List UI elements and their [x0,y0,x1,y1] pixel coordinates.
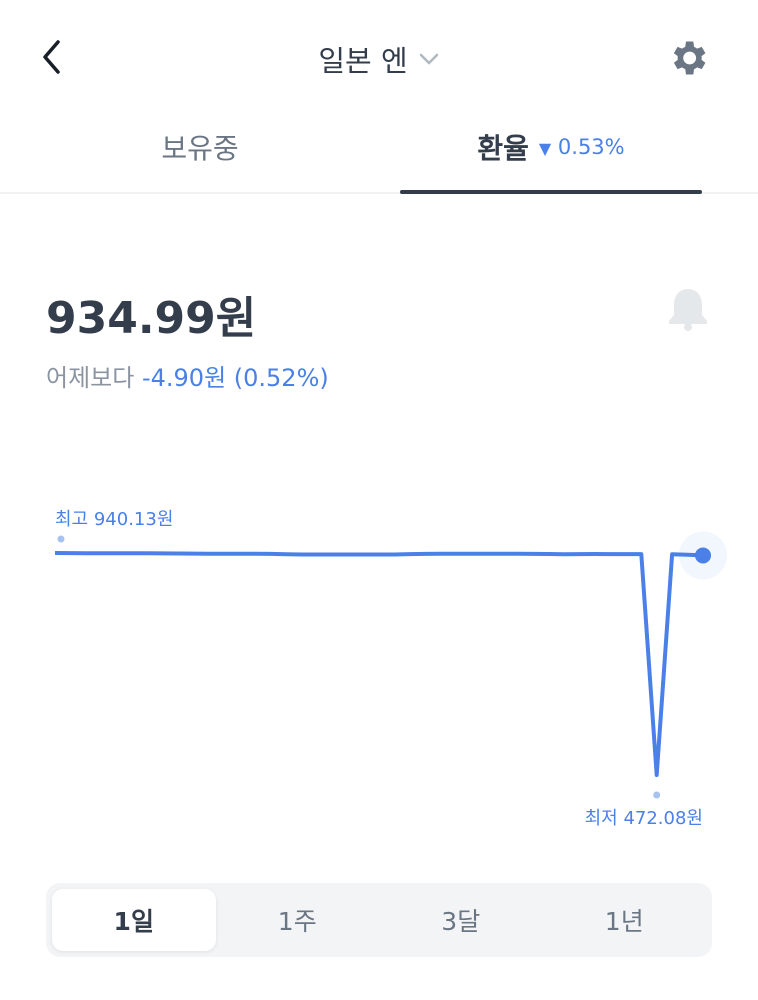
high-marker [57,535,65,543]
down-arrow-icon: ▼ [538,139,552,158]
tab-indicator [400,190,702,194]
compare-label: 어제보다 [46,364,135,392]
period-3m[interactable]: 3달 [441,907,481,936]
current-point [695,547,711,564]
period-1y[interactable]: 1년 [604,907,644,936]
chevron-down-icon [419,53,438,65]
currency-selector[interactable]: 일본 엔 [0,38,758,80]
low-label: 최저 472.08원 [585,808,703,829]
rate-line [54,551,704,777]
daily-change: 어제보다 -4.90원 (0.52%) [46,358,329,393]
bell-icon [669,289,707,331]
gear-icon [673,41,706,75]
low-marker [653,791,661,799]
alert-button[interactable] [666,286,710,332]
tab-label: 보유중 [161,132,239,165]
high-label: 최고 940.13원 [55,509,173,530]
chevron-left-icon [43,40,60,74]
tab-exchange-rate[interactable]: 환율 ▼ 0.53% [400,122,702,172]
back-button[interactable] [38,38,68,78]
current-rate: 934.99원 [46,293,257,344]
tab-label: 환율 [477,132,529,165]
rate-chart[interactable]: 최고 940.13원 최저 472.08원 [0,480,758,840]
period-1d[interactable]: 1일 [52,889,216,951]
settings-button[interactable] [666,36,710,80]
rate-change-badge: ▼ 0.53% [538,135,625,159]
tab-divider [0,192,758,194]
tab-holdings[interactable]: 보유중 [0,122,400,172]
compare-value: -4.90원 (0.52%) [141,364,329,392]
page-title: 일본 엔 [318,44,408,78]
period-1w[interactable]: 1주 [277,907,317,936]
period-selector: 1일 1주 3달 1년 [46,883,712,957]
